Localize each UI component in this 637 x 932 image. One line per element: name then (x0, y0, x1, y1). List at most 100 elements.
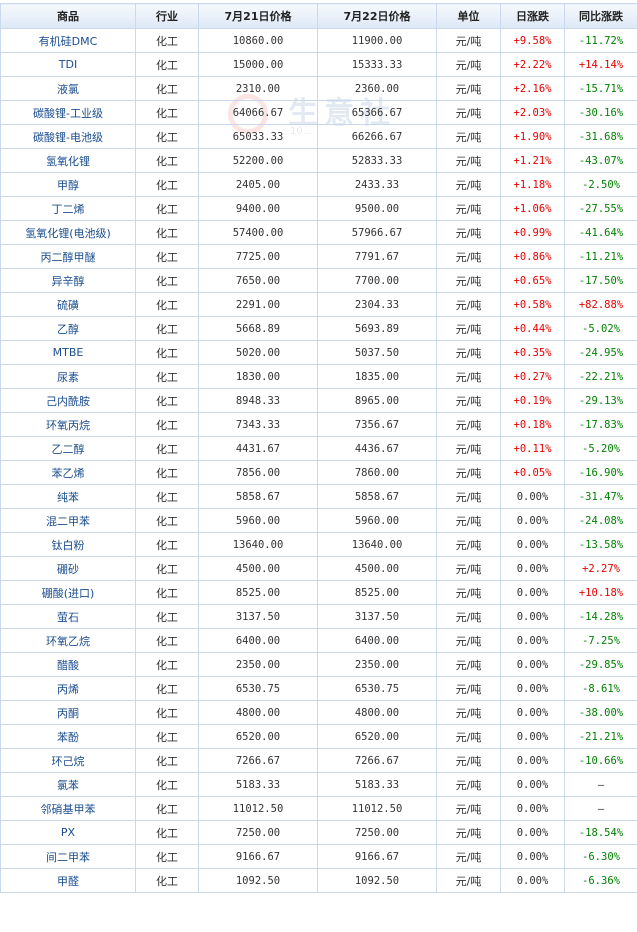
industry-cell: 化工 (135, 268, 199, 293)
price-jul22-cell: 6520.00 (317, 724, 437, 749)
table-row: 纯苯 化工 5858.67 5858.67 元/吨 0.00% -31.47% (0, 484, 637, 509)
daily-change-cell: 0.00% (500, 532, 565, 557)
table-row: 碳酸锂-电池级 化工 65033.33 66266.67 元/吨 +1.90% -31.68… (0, 124, 637, 149)
yoy-change-cell: +10.18% (564, 580, 637, 605)
price-jul21-cell: 2310.00 (198, 76, 318, 101)
daily-change-cell: 0.00% (500, 604, 565, 629)
product-name-link[interactable]: 乙二醇 (0, 436, 136, 461)
yoy-change-cell: -14.28% (564, 604, 637, 629)
product-name-link[interactable]: 混二甲苯 (0, 508, 136, 533)
product-name-link[interactable]: 萤石 (0, 604, 136, 629)
product-name-link[interactable]: 甲醇 (0, 172, 136, 197)
price-jul21-cell: 52200.00 (198, 148, 318, 173)
product-name-link[interactable]: 有机硅DMC (0, 28, 136, 53)
product-name-link[interactable]: 苯酚 (0, 724, 136, 749)
product-name-link[interactable]: 邻硝基甲苯 (0, 796, 136, 821)
daily-change-cell: +1.18% (500, 172, 565, 197)
product-name-link[interactable]: 环己烷 (0, 748, 136, 773)
product-name-link[interactable]: 间二甲苯 (0, 844, 136, 869)
unit-cell: 元/吨 (436, 508, 501, 533)
industry-cell: 化工 (135, 748, 199, 773)
yoy-change-cell: -30.16% (564, 100, 637, 125)
product-name-link[interactable]: 氢氧化锂 (0, 148, 136, 173)
product-name-link[interactable]: 硼砂 (0, 556, 136, 581)
product-name-link[interactable]: 乙醇 (0, 316, 136, 341)
product-name-link[interactable]: 丁二烯 (0, 196, 136, 221)
daily-change-cell: +2.22% (500, 52, 565, 77)
product-name-link[interactable]: 丙二醇甲醚 (0, 244, 136, 269)
industry-cell: 化工 (135, 388, 199, 413)
product-name-link[interactable]: 碳酸锂-工业级 (0, 100, 136, 125)
price-jul22-cell: 6530.75 (317, 676, 437, 701)
industry-cell: 化工 (135, 292, 199, 317)
price-jul22-cell: 8965.00 (317, 388, 437, 413)
product-name-link[interactable]: 氯苯 (0, 772, 136, 797)
header-unit: 单位 (436, 3, 501, 29)
price-jul21-cell: 7266.67 (198, 748, 318, 773)
price-jul22-cell: 5183.33 (317, 772, 437, 797)
yoy-change-cell: -27.55% (564, 196, 637, 221)
daily-change-cell: +2.16% (500, 76, 565, 101)
unit-cell: 元/吨 (436, 364, 501, 389)
product-name-link[interactable]: 异辛醇 (0, 268, 136, 293)
product-name-link[interactable]: 环氧丙烷 (0, 412, 136, 437)
unit-cell: 元/吨 (436, 604, 501, 629)
product-name-link[interactable]: MTBE (0, 340, 136, 365)
product-name-link[interactable]: 硼酸(进口) (0, 580, 136, 605)
unit-cell: 元/吨 (436, 340, 501, 365)
table-row: 邻硝基甲苯 化工 11012.50 11012.50 元/吨 0.00% — (0, 796, 637, 821)
product-name-link[interactable]: TDI (0, 52, 136, 77)
price-jul22-cell: 11012.50 (317, 796, 437, 821)
product-name-link[interactable]: 纯苯 (0, 484, 136, 509)
product-name-link[interactable]: 氢氧化锂(电池级) (0, 220, 136, 245)
yoy-change-cell: -11.72% (564, 28, 637, 53)
table-row: 丙烯 化工 6530.75 6530.75 元/吨 0.00% -8.61% (0, 676, 637, 701)
product-name-link[interactable]: 碳酸锂-电池级 (0, 124, 136, 149)
unit-cell: 元/吨 (436, 580, 501, 605)
price-jul22-cell: 13640.00 (317, 532, 437, 557)
product-name-link[interactable]: PX (0, 820, 136, 845)
daily-change-cell: +0.35% (500, 340, 565, 365)
industry-cell: 化工 (135, 460, 199, 485)
product-name-link[interactable]: 钛白粉 (0, 532, 136, 557)
price-jul21-cell: 5183.33 (198, 772, 318, 797)
product-name-link[interactable]: 环氧乙烷 (0, 628, 136, 653)
product-name-link[interactable]: 液氯 (0, 76, 136, 101)
header-yoy-change: 同比涨跌 (564, 3, 637, 29)
daily-change-cell: 0.00% (500, 508, 565, 533)
product-name-link[interactable]: 己内酰胺 (0, 388, 136, 413)
product-name-link[interactable]: 尿素 (0, 364, 136, 389)
product-name-link[interactable]: 丙烯 (0, 676, 136, 701)
product-name-link[interactable]: 硫磺 (0, 292, 136, 317)
industry-cell: 化工 (135, 868, 199, 893)
table-row: TDI 化工 15000.00 15333.33 元/吨 +2.22% +14.14% (0, 52, 637, 77)
product-name-link[interactable]: 醋酸 (0, 652, 136, 677)
table-row: 乙二醇 化工 4431.67 4436.67 元/吨 +0.11% -5.20% (0, 436, 637, 461)
table-row: 甲醇 化工 2405.00 2433.33 元/吨 +1.18% -2.50% (0, 172, 637, 197)
yoy-change-cell: -31.47% (564, 484, 637, 509)
daily-change-cell: +0.19% (500, 388, 565, 413)
unit-cell: 元/吨 (436, 844, 501, 869)
yoy-change-cell: -5.02% (564, 316, 637, 341)
product-name-link[interactable]: 苯乙烯 (0, 460, 136, 485)
industry-cell: 化工 (135, 580, 199, 605)
table-row: MTBE 化工 5020.00 5037.50 元/吨 +0.35% -24.95% (0, 340, 637, 365)
daily-change-cell: +0.58% (500, 292, 565, 317)
yoy-change-cell: -6.30% (564, 844, 637, 869)
table-row: 混二甲苯 化工 5960.00 5960.00 元/吨 0.00% -24.08% (0, 508, 637, 533)
price-jul21-cell: 9166.67 (198, 844, 318, 869)
price-jul22-cell: 2360.00 (317, 76, 437, 101)
table-row: 碳酸锂-工业级 化工 64066.67 65366.67 元/吨 +2.03% -30.16… (0, 100, 637, 125)
daily-change-cell: +0.05% (500, 460, 565, 485)
price-jul21-cell: 6400.00 (198, 628, 318, 653)
industry-cell: 化工 (135, 196, 199, 221)
industry-cell: 化工 (135, 316, 199, 341)
product-name-link[interactable]: 甲醛 (0, 868, 136, 893)
industry-cell: 化工 (135, 604, 199, 629)
price-jul22-cell: 1835.00 (317, 364, 437, 389)
industry-cell: 化工 (135, 220, 199, 245)
product-name-link[interactable]: 丙酮 (0, 700, 136, 725)
table-row: 环己烷 化工 7266.67 7266.67 元/吨 0.00% -10.66% (0, 748, 637, 773)
unit-cell: 元/吨 (436, 412, 501, 437)
price-jul22-cell: 4800.00 (317, 700, 437, 725)
